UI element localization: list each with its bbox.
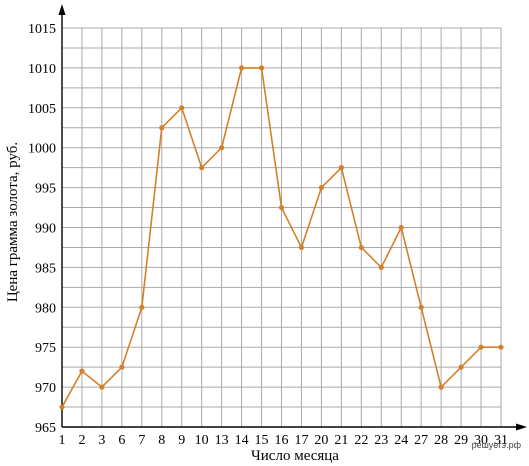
x-tick-label: 28	[434, 433, 448, 448]
x-tick-labels: 1 2 3 6 7 8 9 10 13 14 15 16 17 20 21 22 23 24 27 28 29 30 31	[59, 433, 509, 448]
y-tick-label: 965	[35, 421, 56, 436]
axes	[58, 4, 527, 431]
watermark: решуегэ.рф	[472, 440, 522, 450]
y-axis-title: Цена грамма золота, руб.	[5, 142, 21, 302]
data-point	[358, 244, 364, 251]
x-axis-title: Число месяца	[251, 448, 339, 464]
x-tick-label: 22	[354, 433, 368, 448]
data-point	[258, 65, 265, 71]
x-tick-label: 7	[138, 433, 145, 448]
y-axis-arrow	[58, 4, 66, 15]
y-tick-label: 980	[35, 301, 56, 316]
data-point	[199, 165, 205, 171]
x-tick-label: 30	[474, 433, 488, 448]
x-tick-label: 9	[178, 433, 185, 448]
x-tick-label: 27	[414, 433, 428, 448]
data-point	[458, 364, 464, 370]
data-point	[179, 105, 185, 111]
data-point	[219, 145, 225, 151]
y-tick-label: 970	[35, 381, 56, 396]
data-point	[338, 165, 344, 171]
data-point	[298, 244, 305, 251]
x-tick-label: 24	[394, 433, 408, 448]
data-point	[238, 65, 245, 71]
x-tick-label: 20	[314, 433, 328, 448]
x-tick-label: 21	[334, 433, 348, 448]
x-tick-label: 3	[98, 433, 105, 448]
data-point	[398, 224, 404, 231]
data-point	[418, 304, 424, 310]
y-tick-label: 995	[35, 182, 56, 197]
y-tick-label: 1010	[28, 62, 56, 77]
y-tick-label: 985	[35, 261, 56, 276]
y-tick-label: 975	[35, 341, 56, 356]
data-point	[318, 185, 325, 191]
x-tick-label: 31	[494, 433, 508, 448]
grid	[62, 27, 502, 427]
y-tick-labels: 965 970 975 980 985 990 995 1000 1005 1010 1015	[28, 22, 56, 436]
data-point	[478, 344, 484, 350]
x-tick-label: 16	[275, 433, 289, 448]
x-tick-label: 29	[454, 433, 468, 448]
y-tick-label: 990	[35, 222, 56, 237]
y-tick-label: 1015	[28, 22, 56, 37]
x-tick-label: 13	[215, 433, 229, 448]
data-point	[159, 125, 165, 131]
x-tick-label: 6	[118, 433, 125, 448]
x-tick-label: 1	[59, 433, 66, 448]
data-point	[99, 384, 105, 390]
data-point	[278, 204, 285, 211]
x-tick-label: 17	[294, 433, 308, 448]
x-axis-arrow	[516, 423, 527, 431]
y-tick-label: 1005	[28, 102, 56, 117]
x-tick-label: 14	[235, 433, 249, 448]
x-tick-label: 2	[78, 433, 85, 448]
data-point	[498, 344, 504, 350]
y-tick-label: 1000	[28, 142, 56, 157]
x-tick-label: 10	[195, 433, 209, 448]
data-point	[59, 404, 65, 410]
data-point	[79, 368, 85, 374]
x-tick-label: 15	[255, 433, 269, 448]
data-point	[119, 364, 125, 370]
x-tick-label: 23	[374, 433, 388, 448]
series-price	[59, 65, 504, 410]
data-point	[438, 384, 444, 390]
data-point	[139, 304, 145, 310]
data-point	[378, 264, 384, 270]
x-tick-label: 8	[158, 433, 165, 448]
